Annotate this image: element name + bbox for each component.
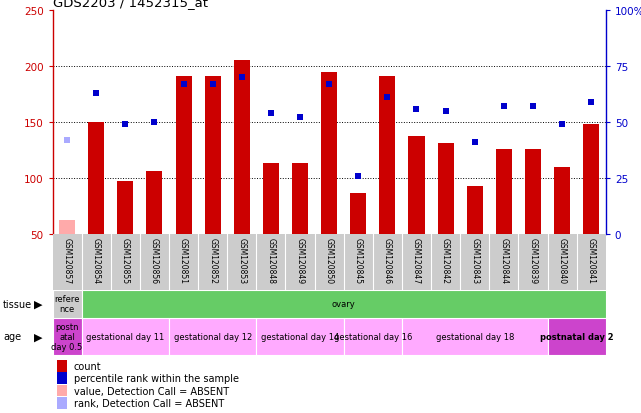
Text: GSM120856: GSM120856 [150,237,159,283]
Bar [117,182,133,234]
Text: GSM120852: GSM120852 [208,237,217,283]
Text: tissue: tissue [3,299,32,309]
Text: ▶: ▶ [34,299,42,309]
Text: GSM120847: GSM120847 [412,237,421,283]
Bar [204,77,221,234]
Text: ▶: ▶ [34,332,42,342]
Bar [57,360,67,372]
Bar [408,137,424,234]
Text: GSM120854: GSM120854 [92,237,101,283]
Text: GSM120842: GSM120842 [441,237,450,283]
Text: ovary: ovary [332,299,356,309]
Bar [525,150,541,234]
Text: GSM120853: GSM120853 [237,237,246,283]
Text: GSM120839: GSM120839 [528,237,537,283]
Bar [234,61,250,234]
Bar [321,72,337,234]
Text: GSM120855: GSM120855 [121,237,130,283]
Text: GSM120844: GSM120844 [499,237,508,283]
Text: value, Detection Call = ABSENT: value, Detection Call = ABSENT [74,386,229,396]
Bar [57,373,67,384]
Text: gestational day 14: gestational day 14 [261,332,339,341]
Text: count: count [74,361,101,371]
Bar [81,318,169,355]
Text: GSM120840: GSM120840 [558,237,567,283]
Text: gestational day 18: gestational day 18 [435,332,514,341]
Text: gestational day 16: gestational day 16 [333,332,412,341]
Text: percentile rank within the sample: percentile rank within the sample [74,373,238,383]
Bar [176,77,192,234]
Text: refere
nce: refere nce [54,294,80,313]
Bar [496,150,512,234]
Text: GSM120846: GSM120846 [383,237,392,283]
Bar [467,186,483,234]
Text: GSM120848: GSM120848 [267,237,276,283]
Text: GDS2203 / 1452315_at: GDS2203 / 1452315_at [53,0,208,9]
Text: GSM120849: GSM120849 [296,237,304,283]
Bar [59,221,75,234]
Text: gestational day 12: gestational day 12 [174,332,252,341]
Bar [554,167,570,234]
Bar [350,194,366,234]
Bar [146,172,162,234]
Bar [292,164,308,234]
Text: GSM120843: GSM120843 [470,237,479,283]
Bar [344,318,402,355]
Bar [402,318,547,355]
Bar [53,318,81,355]
Text: age: age [3,332,21,342]
Bar [169,318,256,355]
Text: rank, Detection Call = ABSENT: rank, Detection Call = ABSENT [74,398,224,408]
Bar [438,144,454,234]
Text: GSM120850: GSM120850 [324,237,334,283]
Bar [256,318,344,355]
Text: GSM120851: GSM120851 [179,237,188,283]
Bar [57,397,67,409]
Bar [583,125,599,234]
Bar [379,77,395,234]
Text: GSM120857: GSM120857 [63,237,72,283]
Bar [53,290,81,318]
Text: postn
atal
day 0.5: postn atal day 0.5 [51,322,83,351]
Bar [57,385,67,396]
Bar [88,123,104,234]
Bar [547,318,606,355]
Text: GSM120841: GSM120841 [587,237,595,283]
Bar [263,164,279,234]
Text: GSM120845: GSM120845 [354,237,363,283]
Text: gestational day 11: gestational day 11 [87,332,165,341]
Text: postnatal day 2: postnatal day 2 [540,332,613,341]
